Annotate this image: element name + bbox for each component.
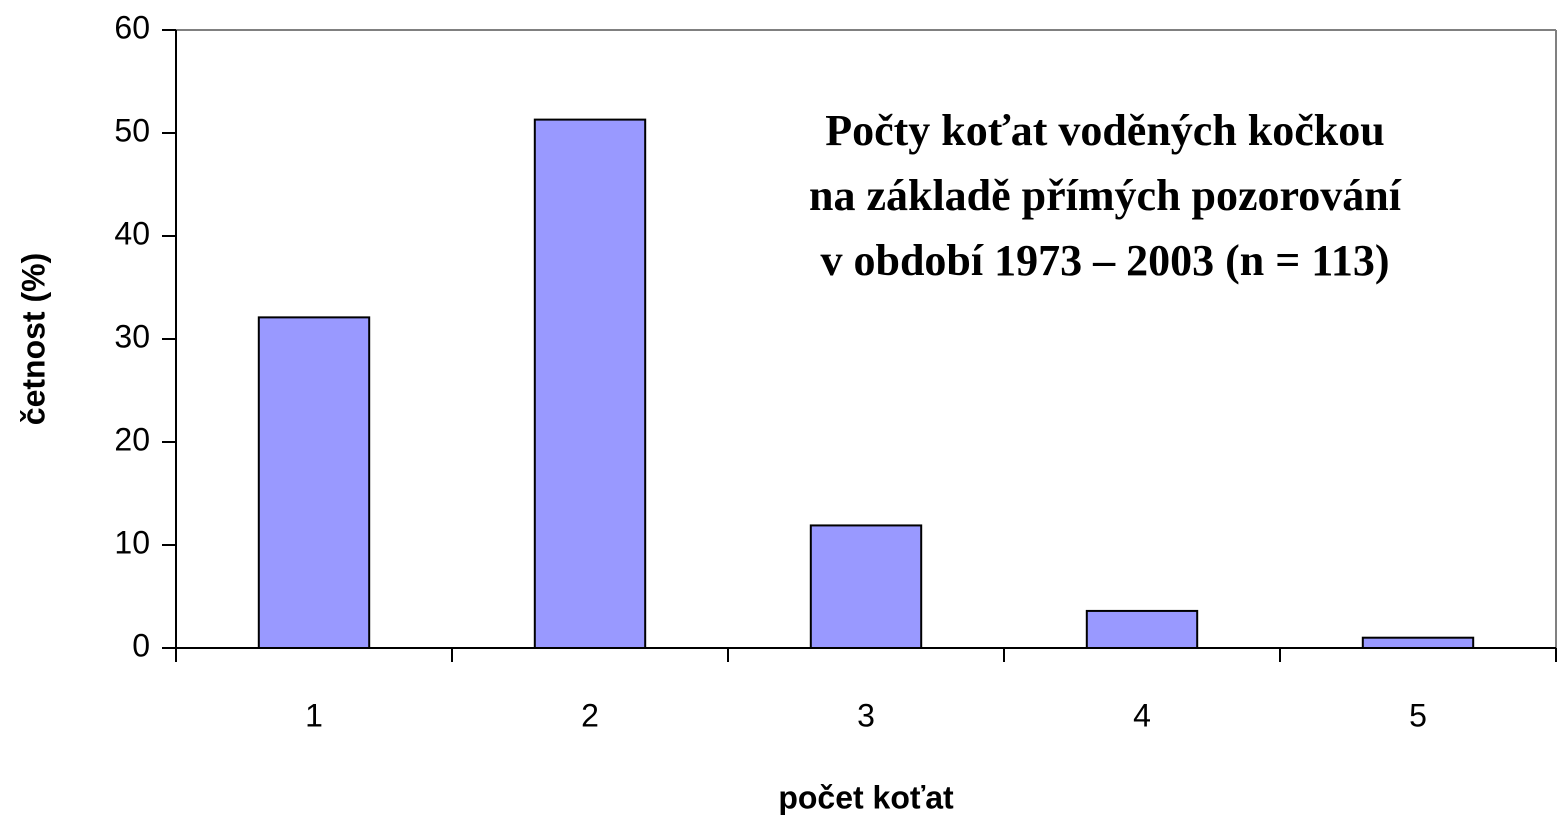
bar: [533, 118, 647, 650]
bar: [1085, 609, 1199, 649]
y-tick-label: 40: [114, 215, 150, 251]
y-tick-label: 0: [132, 627, 150, 663]
chart-title: v období 1973 – 2003 (n = 113): [820, 236, 1389, 285]
y-tick-label: 30: [114, 318, 150, 354]
y-axis-label: četnost (%): [15, 253, 51, 425]
y-tick-label: 10: [114, 524, 150, 560]
bar: [257, 316, 371, 649]
bar: [809, 524, 923, 649]
x-tick-label: 1: [305, 697, 323, 733]
chart-title: na základě přímých pozorování: [809, 171, 1402, 220]
x-tick-label: 4: [1133, 697, 1151, 733]
x-axis-label: počet koťat: [778, 779, 954, 815]
x-tick-label: 3: [857, 697, 875, 733]
x-tick-label: 2: [581, 697, 599, 733]
y-tick-label: 20: [114, 421, 150, 457]
y-tick-label: 60: [114, 9, 150, 45]
y-tick-label: 50: [114, 112, 150, 148]
chart-title: Počty koťat voděných kočkou: [825, 106, 1385, 155]
x-tick-label: 5: [1409, 697, 1427, 733]
bar: [1361, 636, 1475, 650]
